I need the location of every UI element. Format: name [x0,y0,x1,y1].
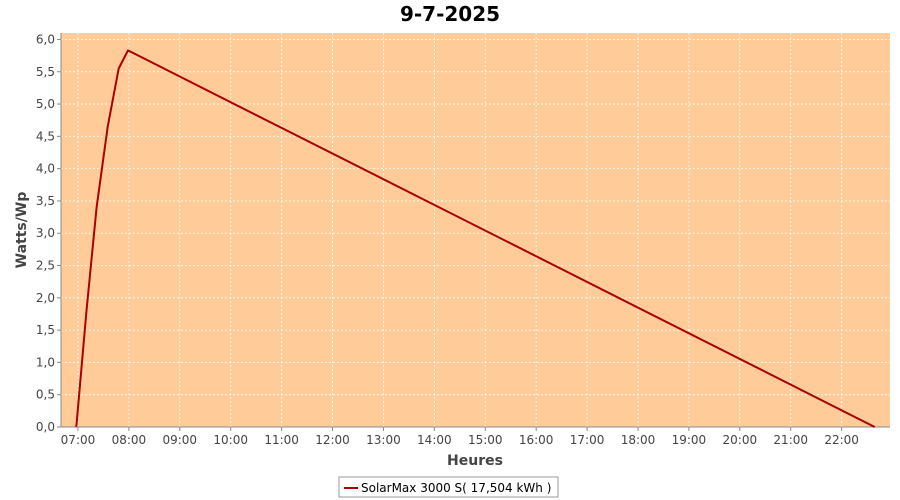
y-axis-title: Watts/Wp [14,192,30,269]
x-tick-label: 19:00 [672,433,707,447]
grid-layer [61,33,890,428]
x-tick-label: 12:00 [315,433,350,447]
x-tick-label: 18:00 [621,433,656,447]
x-tick-label: 17:00 [570,433,605,447]
x-tick-label: 07:00 [61,433,96,447]
y-tick-label: 0,0 [36,420,55,434]
y-tick-label: 5,5 [36,65,55,79]
x-tick-label: 22:00 [824,433,859,447]
y-tick-label: 3,5 [36,194,55,208]
axes-layer [57,33,890,431]
x-tick-label: 16:00 [519,433,554,447]
series-line-1 [75,49,876,428]
legend: SolarMax 3000 S( 17,504 kWh ) [338,476,559,498]
y-tick-label: 2,5 [36,259,55,273]
x-tick-labels: 07:00 08:00 09:00 10:00 11:00 12:00 13:00 14:00… [61,433,859,447]
y-tick-label: 4,0 [36,162,55,176]
x-axis-title: Heures [447,453,503,469]
x-tick-label: 09:00 [162,433,197,447]
x-tick-label: 10:00 [213,433,248,447]
y-tick-label: 3,0 [36,226,55,240]
y-tick-label: 1,5 [36,323,55,337]
chart-title: 9-7-2025 [400,2,500,26]
y-tick-label: 2,0 [36,291,55,305]
series-layer [75,49,876,428]
y-tick-labels: 0,0 0,5 1,0 1,5 2,0 2,5 3,0 3,5 4,0 4,5 5,0 5,5 6,0 [36,32,55,434]
x-tick-label: 21:00 [773,433,808,447]
plot-area [61,33,890,427]
y-tick-label: 4,5 [36,129,55,143]
legend-box [338,476,559,498]
y-tick-label: 0,5 [36,388,55,402]
x-tick-label: 08:00 [112,433,147,447]
y-tick-label: 5,0 [36,97,55,111]
y-tick-label: 1,0 [36,355,55,369]
y-tick-label: 6,0 [36,32,55,46]
legend-label-series-1: SolarMax 3000 S( 17,504 kWh ) [361,481,551,495]
x-tick-label: 15:00 [468,433,503,447]
x-tick-label: 13:00 [366,433,401,447]
x-tick-label: 11:00 [264,433,299,447]
x-tick-label: 14:00 [417,433,452,447]
x-tick-label: 20:00 [723,433,758,447]
